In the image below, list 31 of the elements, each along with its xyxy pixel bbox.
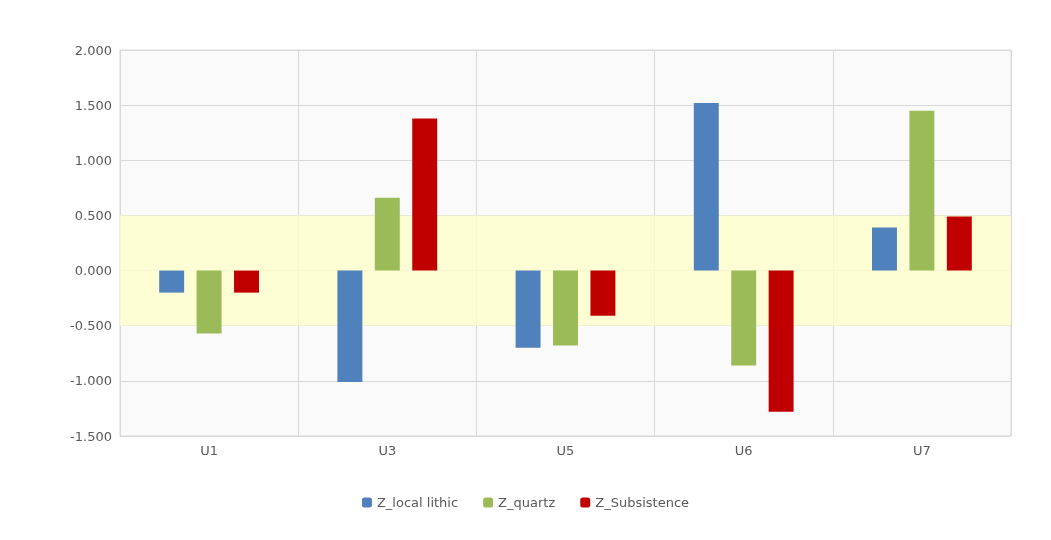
bar [768, 270, 794, 412]
bar [515, 270, 541, 348]
y-tick-label: -1.500 [70, 428, 112, 444]
x-tick-label: U5 [556, 443, 575, 458]
y-tick-label: -1.000 [70, 373, 112, 389]
y-tick-label: 0.500 [74, 207, 112, 223]
y-tick-label: 2.000 [74, 42, 112, 58]
legend-label: Z_local lithic [376, 495, 459, 510]
bar [872, 227, 897, 271]
bar [590, 270, 616, 316]
bar [159, 270, 185, 293]
x-tick-label: U6 [734, 443, 753, 458]
bar [946, 216, 972, 271]
x-tick-label: U1 [200, 443, 218, 458]
bar [412, 118, 438, 271]
bar [234, 270, 259, 293]
bar [337, 270, 363, 382]
y-tick-label: 1.000 [74, 152, 112, 168]
bar [553, 270, 578, 346]
x-tick-label: U3 [378, 443, 397, 458]
bar [909, 110, 935, 271]
bar [693, 102, 719, 271]
y-tick-label: 1.500 [74, 97, 112, 113]
x-tick-label: U7 [913, 443, 931, 458]
y-tick-label: 0.000 [74, 263, 112, 279]
bar [374, 197, 400, 271]
legend-label: Z_Subsistence [595, 495, 690, 510]
bar [731, 270, 757, 366]
bar [196, 270, 222, 334]
y-tick-label: -0.500 [70, 318, 112, 334]
legend-label: Z_quartz [498, 495, 556, 510]
